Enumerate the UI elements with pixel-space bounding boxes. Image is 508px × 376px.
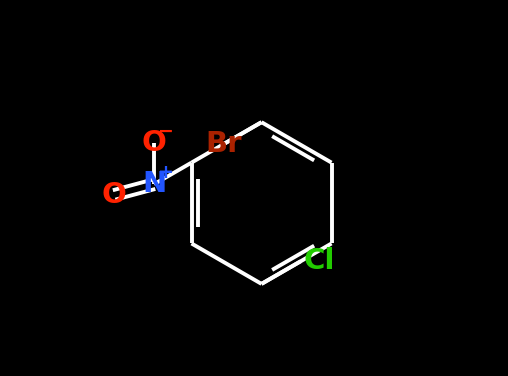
Text: O: O [102, 181, 126, 209]
Text: Cl: Cl [304, 247, 335, 275]
Text: −: − [158, 122, 174, 141]
Text: +: + [158, 164, 174, 182]
Text: O: O [142, 129, 167, 157]
Text: N: N [142, 170, 166, 198]
Text: Br: Br [206, 130, 242, 158]
